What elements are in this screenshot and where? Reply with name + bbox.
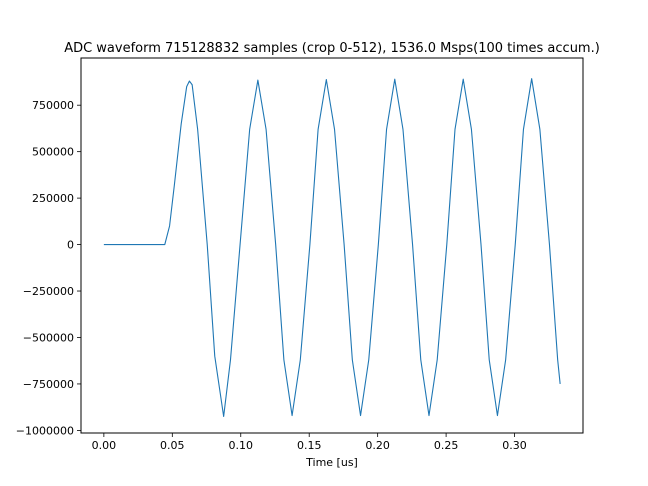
y-axis: 750000 500000 250000 0 −250000 −500000 −750000… <box>16 99 81 437</box>
x-tick-label: 0.05 <box>160 439 185 452</box>
x-axis-label: Time [us] <box>305 456 358 469</box>
chart-title: ADC waveform 715128832 samples (crop 0-5… <box>64 41 600 56</box>
x-tick-label: 0.15 <box>297 439 322 452</box>
y-tick-label: 500000 <box>32 146 74 159</box>
y-tick-label: 0 <box>67 239 74 252</box>
series-line-0 <box>103 78 561 418</box>
x-tick-label: 0.25 <box>434 439 459 452</box>
y-tick-label: −500000 <box>23 331 74 344</box>
x-tick-label: 0.20 <box>365 439 390 452</box>
x-tick-label: 0.00 <box>92 439 117 452</box>
x-tick-label: 0.10 <box>229 439 254 452</box>
plot-area <box>103 78 561 418</box>
y-tick-label: −250000 <box>23 285 74 298</box>
y-tick-label: 750000 <box>32 99 74 112</box>
y-tick-label: −750000 <box>23 378 74 391</box>
x-axis: 0.00 0.05 0.10 0.15 0.20 0.25 0.30 <box>92 433 527 452</box>
y-tick-label: −1000000 <box>16 424 74 437</box>
axes-frame <box>80 57 584 434</box>
y-tick-label: 250000 <box>32 192 74 205</box>
x-tick-label: 0.30 <box>502 439 527 452</box>
